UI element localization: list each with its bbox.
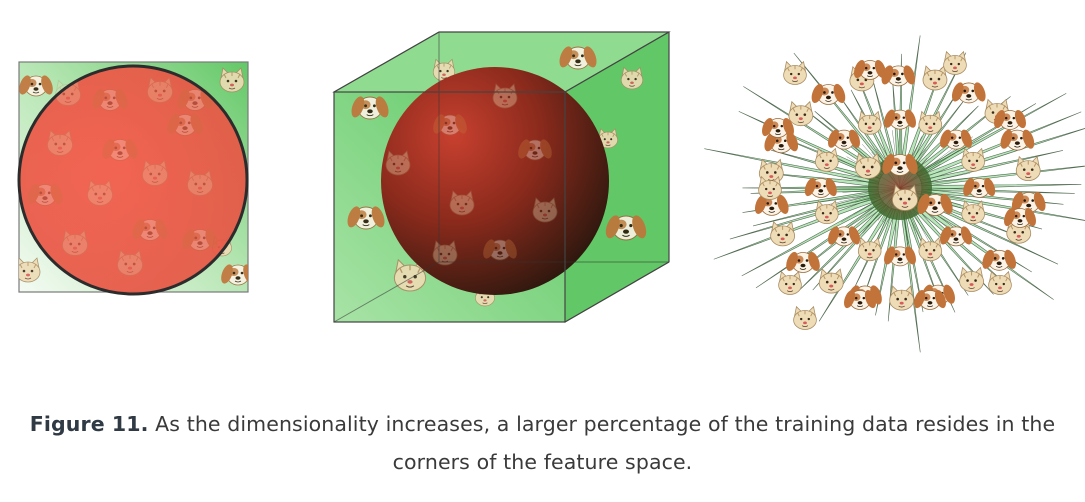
dog-face-icon xyxy=(764,132,799,154)
cat-face-icon xyxy=(778,270,802,295)
square-corner-icons xyxy=(19,67,248,286)
cat-face-icon xyxy=(758,175,782,200)
spike-tip-icons xyxy=(754,50,1046,330)
dog-face-icon xyxy=(951,82,986,104)
dog-face-icon xyxy=(132,218,168,241)
dog-face-icon xyxy=(182,228,218,251)
dog-face-icon xyxy=(786,251,820,273)
cat-face-icon xyxy=(219,67,245,93)
cat-face-icon xyxy=(988,270,1012,295)
dog-face-icon xyxy=(884,109,916,130)
figure-artwork xyxy=(17,31,1085,353)
dog-face-icon xyxy=(804,177,837,198)
dog-face-icon xyxy=(177,88,213,111)
dog-face-icon xyxy=(433,114,467,136)
cat-face-icon xyxy=(19,257,41,283)
inscribed-sphere xyxy=(381,67,609,295)
dog-face-icon xyxy=(1011,191,1046,213)
cat-face-icon xyxy=(815,200,839,225)
dog-face-icon xyxy=(483,239,517,261)
cube-front-edges xyxy=(333,31,670,323)
inscribed-circle xyxy=(19,66,247,294)
caption-text: As the dimensionality increases, a large… xyxy=(155,412,1056,474)
panel-high-dim-spiky-ball xyxy=(704,35,1085,353)
cat-face-icon xyxy=(922,65,948,91)
dog-face-icon xyxy=(102,138,138,161)
dog-face-icon xyxy=(994,109,1026,130)
cat-face-icon xyxy=(788,100,814,127)
cat-face-icon xyxy=(186,169,214,196)
cat-face-icon xyxy=(532,197,558,223)
dog-face-icon xyxy=(854,59,886,80)
dog-face-icon xyxy=(940,226,972,247)
cat-face-icon xyxy=(961,200,985,225)
dog-face-icon xyxy=(559,46,597,70)
dog-face-icon xyxy=(27,183,63,206)
dog-face-icon xyxy=(762,117,794,138)
cat-face-icon xyxy=(449,190,475,216)
cat-face-icon xyxy=(783,60,807,85)
dog-face-icon xyxy=(1004,207,1036,228)
cat-face-icon xyxy=(46,129,74,156)
cat-face-icon xyxy=(959,266,984,292)
cat-face-icon xyxy=(891,184,919,211)
cat-face-icon xyxy=(943,50,967,75)
dog-face-icon xyxy=(963,177,996,198)
cat-face-icon xyxy=(146,76,174,103)
inscribed-circle-outline xyxy=(17,64,249,296)
cat-face-icon xyxy=(141,159,169,186)
cat-face-icon xyxy=(918,237,943,262)
dog-face-icon xyxy=(917,193,953,216)
cat-face-icon xyxy=(620,66,644,90)
dog-face-icon xyxy=(754,194,789,216)
cube-hidden-edges xyxy=(333,32,669,323)
cat-face-icon xyxy=(854,152,882,179)
cat-face-icon xyxy=(385,150,411,176)
cat-face-icon xyxy=(857,237,882,262)
dog-face-icon xyxy=(167,113,203,136)
cat-face-icon xyxy=(86,179,114,206)
cat-face-icon xyxy=(598,128,618,149)
cat-face-icon xyxy=(793,305,817,330)
spike xyxy=(921,183,1082,190)
dog-face-icon xyxy=(1000,129,1035,151)
cat-face-icon xyxy=(889,285,915,311)
caption-label: Figure 11. xyxy=(29,412,149,436)
dog-face-icon xyxy=(221,264,248,286)
dog-face-icon xyxy=(982,249,1016,271)
cube-corner-icons xyxy=(347,46,647,307)
cat-face-icon xyxy=(815,147,839,172)
dog-face-icon xyxy=(940,129,972,150)
cat-face-icon xyxy=(116,249,144,276)
cat-face-icon xyxy=(918,110,943,135)
dog-face-icon xyxy=(19,75,53,97)
panel-2d-square xyxy=(17,61,249,296)
dog-face-icon xyxy=(881,65,916,87)
figure-caption: Figure 11. As the dimensionality increas… xyxy=(0,405,1085,481)
dog-face-icon xyxy=(811,83,846,105)
dog-face-icon xyxy=(351,96,389,120)
dog-face-icon xyxy=(92,88,128,111)
cat-face-icon xyxy=(1015,155,1041,182)
dog-face-icon xyxy=(605,215,647,241)
cat-face-icon xyxy=(770,221,796,247)
dog-face-icon xyxy=(828,226,860,247)
dog-face-icon xyxy=(347,206,385,230)
dog-face-icon xyxy=(518,139,552,161)
cat-face-icon xyxy=(432,240,458,266)
dog-face-icon xyxy=(882,153,918,176)
cat-face-icon xyxy=(61,229,89,256)
panel-3d-cube xyxy=(332,31,671,323)
cat-face-icon xyxy=(857,110,882,135)
circle-icons xyxy=(27,76,218,276)
cat-face-icon xyxy=(818,268,844,294)
dog-face-icon xyxy=(828,129,860,150)
dog-face-icon xyxy=(884,246,916,267)
cat-face-icon xyxy=(961,147,985,172)
dog-face-icon xyxy=(914,289,946,310)
dog-face-icon xyxy=(844,289,876,310)
